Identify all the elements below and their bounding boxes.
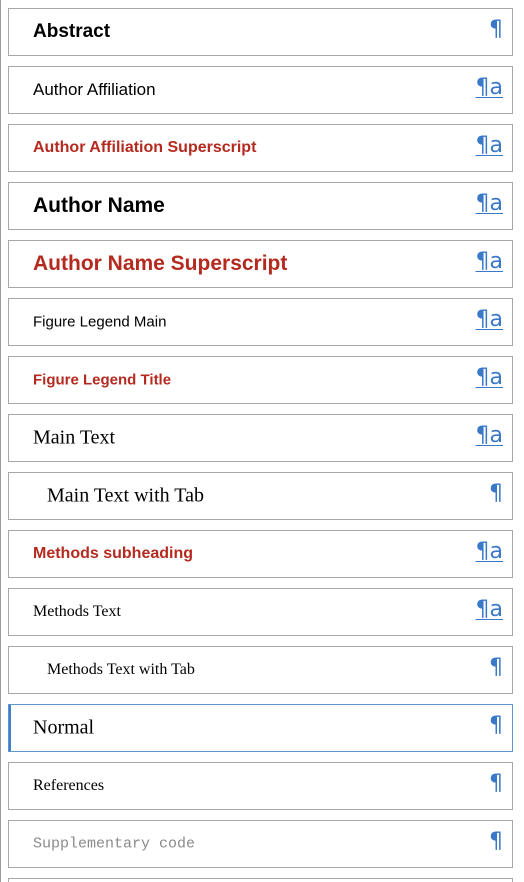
style-item-label: References xyxy=(33,777,105,794)
linked-style-icon: ¶a xyxy=(475,307,503,332)
style-item-main-text-with-tab[interactable]: Main Text with Tab ¶ xyxy=(8,472,513,520)
paragraph-style-icon: ¶ xyxy=(489,771,503,796)
paragraph-style-icon: ¶ xyxy=(489,655,503,680)
linked-style-icon: ¶a xyxy=(475,539,503,564)
style-item-label: Figure Legend Title xyxy=(33,371,172,389)
linked-style-icon: ¶a xyxy=(475,365,503,390)
style-item-partial[interactable] xyxy=(8,878,513,882)
style-item-label: Author Affiliation Superscript xyxy=(33,139,257,156)
style-item-label: Main Text xyxy=(33,426,116,449)
style-item-label: Figure Legend Main xyxy=(33,313,167,331)
style-item-label: Methods subheading xyxy=(33,545,193,562)
linked-style-icon: ¶a xyxy=(475,75,503,100)
pane-left-edge xyxy=(0,0,1,882)
style-item-label: Author Affiliation xyxy=(33,80,156,99)
style-item-label: Methods Text xyxy=(33,603,121,620)
style-item-supplementary-code[interactable]: Supplementary code ¶ xyxy=(8,820,513,868)
style-item-label: Methods Text with Tab xyxy=(47,661,195,678)
style-item-label: Main Text with Tab xyxy=(47,484,205,507)
style-item-author-name[interactable]: Author Name ¶a xyxy=(8,182,513,230)
style-item-label: Author Name xyxy=(33,194,165,217)
style-item-author-affiliation-superscript[interactable]: Author Affiliation Superscript ¶a xyxy=(8,124,513,172)
style-item-label: Abstract xyxy=(33,21,111,42)
paragraph-style-icon: ¶ xyxy=(489,713,503,738)
style-item-figure-legend-main[interactable]: Figure Legend Main ¶a xyxy=(8,298,513,346)
linked-style-icon: ¶a xyxy=(475,249,503,274)
style-item-abstract[interactable]: Abstract ¶ xyxy=(8,8,513,56)
style-item-methods-text-with-tab[interactable]: Methods Text with Tab ¶ xyxy=(8,646,513,694)
style-item-methods-text[interactable]: Methods Text ¶a xyxy=(8,588,513,636)
style-item-references[interactable]: References ¶ xyxy=(8,762,513,810)
style-item-label: Author Name Superscript xyxy=(33,252,288,275)
linked-style-icon: ¶a xyxy=(475,597,503,622)
paragraph-style-icon: ¶ xyxy=(489,829,503,854)
style-item-main-text[interactable]: Main Text ¶a xyxy=(8,414,513,462)
style-item-author-affiliation[interactable]: Author Affiliation ¶a xyxy=(8,66,513,114)
style-item-methods-subheading[interactable]: Methods subheading ¶a xyxy=(8,530,513,578)
paragraph-style-icon: ¶ xyxy=(489,481,503,506)
style-item-figure-legend-title[interactable]: Figure Legend Title ¶a xyxy=(8,356,513,404)
linked-style-icon: ¶a xyxy=(475,133,503,158)
paragraph-style-icon: ¶ xyxy=(489,17,503,42)
style-item-author-name-superscript[interactable]: Author Name Superscript ¶a xyxy=(8,240,513,288)
linked-style-icon: ¶a xyxy=(475,423,503,448)
linked-style-icon: ¶a xyxy=(475,191,503,216)
style-item-label: Normal xyxy=(33,716,95,739)
style-item-normal[interactable]: Normal ¶ xyxy=(8,704,513,752)
style-item-label: Supplementary code xyxy=(33,835,196,853)
